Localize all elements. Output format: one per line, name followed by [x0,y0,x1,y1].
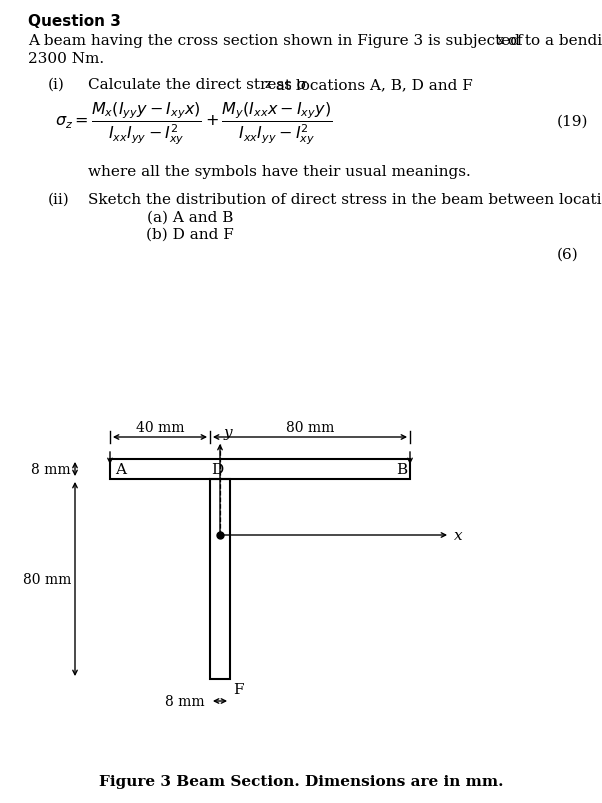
Text: (ii): (ii) [48,193,70,206]
Text: z: z [265,78,272,91]
Text: x: x [497,34,504,47]
Text: A beam having the cross section shown in Figure 3 is subjected to a bending mome: A beam having the cross section shown in… [28,34,602,48]
Text: D: D [211,463,223,476]
Text: 8 mm: 8 mm [31,463,71,476]
Text: Sketch the distribution of direct stress in the beam between locations:: Sketch the distribution of direct stress… [88,193,602,206]
Text: of: of [503,34,523,48]
Text: (i): (i) [48,78,65,92]
Text: at locations A, B, D and F: at locations A, B, D and F [271,78,473,92]
Text: y: y [224,426,232,439]
Text: 2300 Nm.: 2300 Nm. [28,52,104,66]
Text: (a) A and B: (a) A and B [147,210,233,225]
Text: $\sigma_z = \dfrac{M_x(I_{yy}y - I_{xy}x)}{I_{xx}I_{yy} - I_{xy}^2} + \dfrac{M_y: $\sigma_z = \dfrac{M_x(I_{yy}y - I_{xy}x… [55,100,332,147]
Text: Figure 3 Beam Section. Dimensions are in mm.: Figure 3 Beam Section. Dimensions are in… [99,774,503,788]
Text: Calculate the direct stress σ: Calculate the direct stress σ [88,78,307,92]
Text: 80 mm: 80 mm [23,573,71,586]
Text: F: F [233,683,243,696]
Text: B: B [396,463,407,476]
Text: (6): (6) [557,247,579,262]
Text: Question 3: Question 3 [28,14,121,29]
Text: 40 mm: 40 mm [135,421,184,434]
Text: (b) D and F: (b) D and F [146,228,234,242]
Text: 8 mm: 8 mm [166,694,205,708]
Text: A: A [115,463,126,476]
Text: where all the symbols have their usual meanings.: where all the symbols have their usual m… [88,165,471,179]
Text: x: x [454,528,462,542]
Text: 80 mm: 80 mm [286,421,334,434]
Text: (19): (19) [557,115,589,128]
Bar [210,479,230,679]
Bar [110,459,410,479]
